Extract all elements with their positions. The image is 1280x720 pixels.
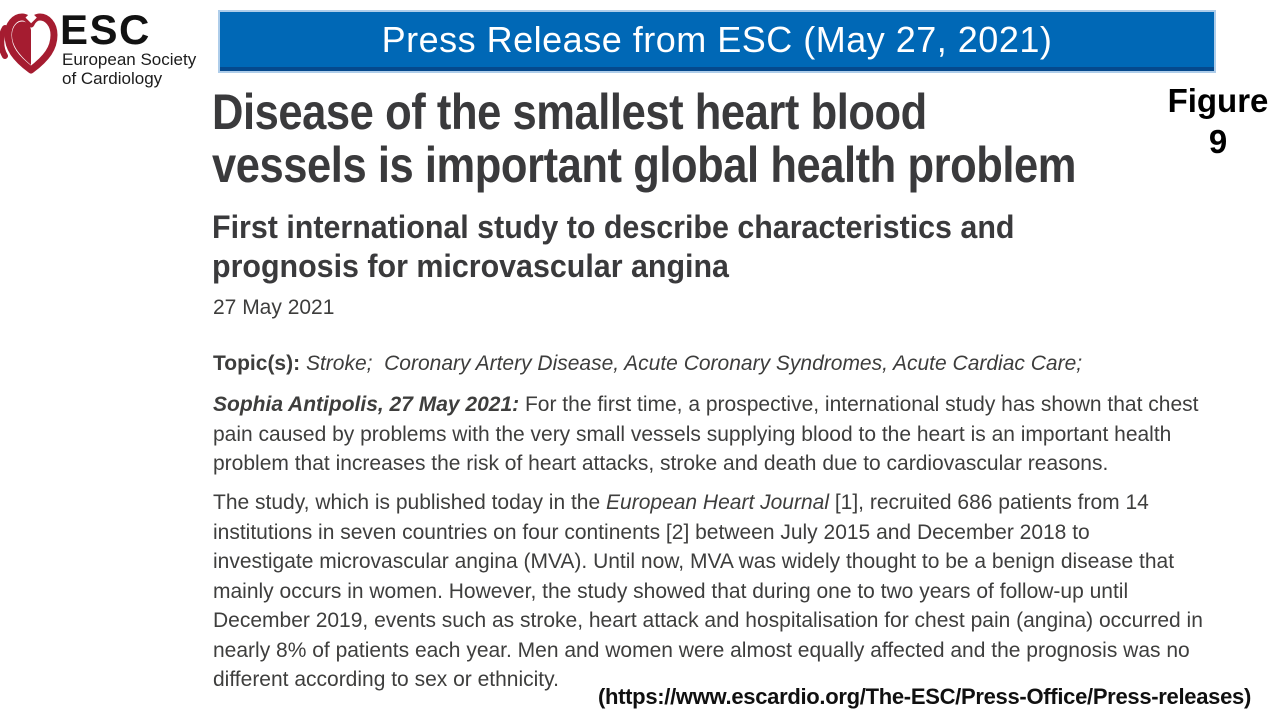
dateline-lead: Sophia Antipolis, 27 May 2021:: [213, 393, 520, 416]
paragraph-2-text-a: The study, which is published today in t…: [213, 491, 607, 514]
esc-logo-brand: ESC: [60, 6, 151, 53]
article-title-wrap: Disease of the smallest heart blood vess…: [212, 86, 1280, 192]
press-release-banner: Press Release from ESC (May 27, 2021): [218, 10, 1216, 73]
topics-label: Topic(s):: [213, 352, 301, 375]
esc-logo-subtitle: European Society of Cardiology: [62, 50, 197, 88]
paragraph-1-text: For the first time, a prospective, inter…: [213, 393, 1199, 475]
article-date: 27 May 2021: [213, 296, 335, 319]
esc-heart-icon: [0, 11, 58, 74]
figure-number-label: Figure 9: [1167, 82, 1269, 160]
paragraph-2-text-b: [1], recruited 686 patients from 14 inst…: [213, 491, 1203, 691]
banner-text: Press Release from ESC (May 27, 2021): [381, 18, 1053, 60]
topics-line: Topic(s): Stroke; Coronary Artery Diseas…: [213, 352, 1280, 376]
article-title: Disease of the smallest heart blood vess…: [212, 84, 1077, 193]
paragraph-1: Sophia Antipolis, 27 May 2021: For the f…: [213, 390, 1280, 479]
topics-list: Stroke; Coronary Artery Disease, Acute C…: [300, 352, 1083, 375]
article-subtitle: First international study to describe ch…: [212, 209, 1015, 284]
source-url: (https://www.escardio.org/The-ESC/Press-…: [597, 684, 1251, 709]
article-subtitle-wrap: First international study to describe ch…: [212, 208, 1219, 286]
journal-name: European Heart Journal: [606, 491, 829, 514]
paragraph-2: The study, which is published today in t…: [213, 488, 1280, 695]
